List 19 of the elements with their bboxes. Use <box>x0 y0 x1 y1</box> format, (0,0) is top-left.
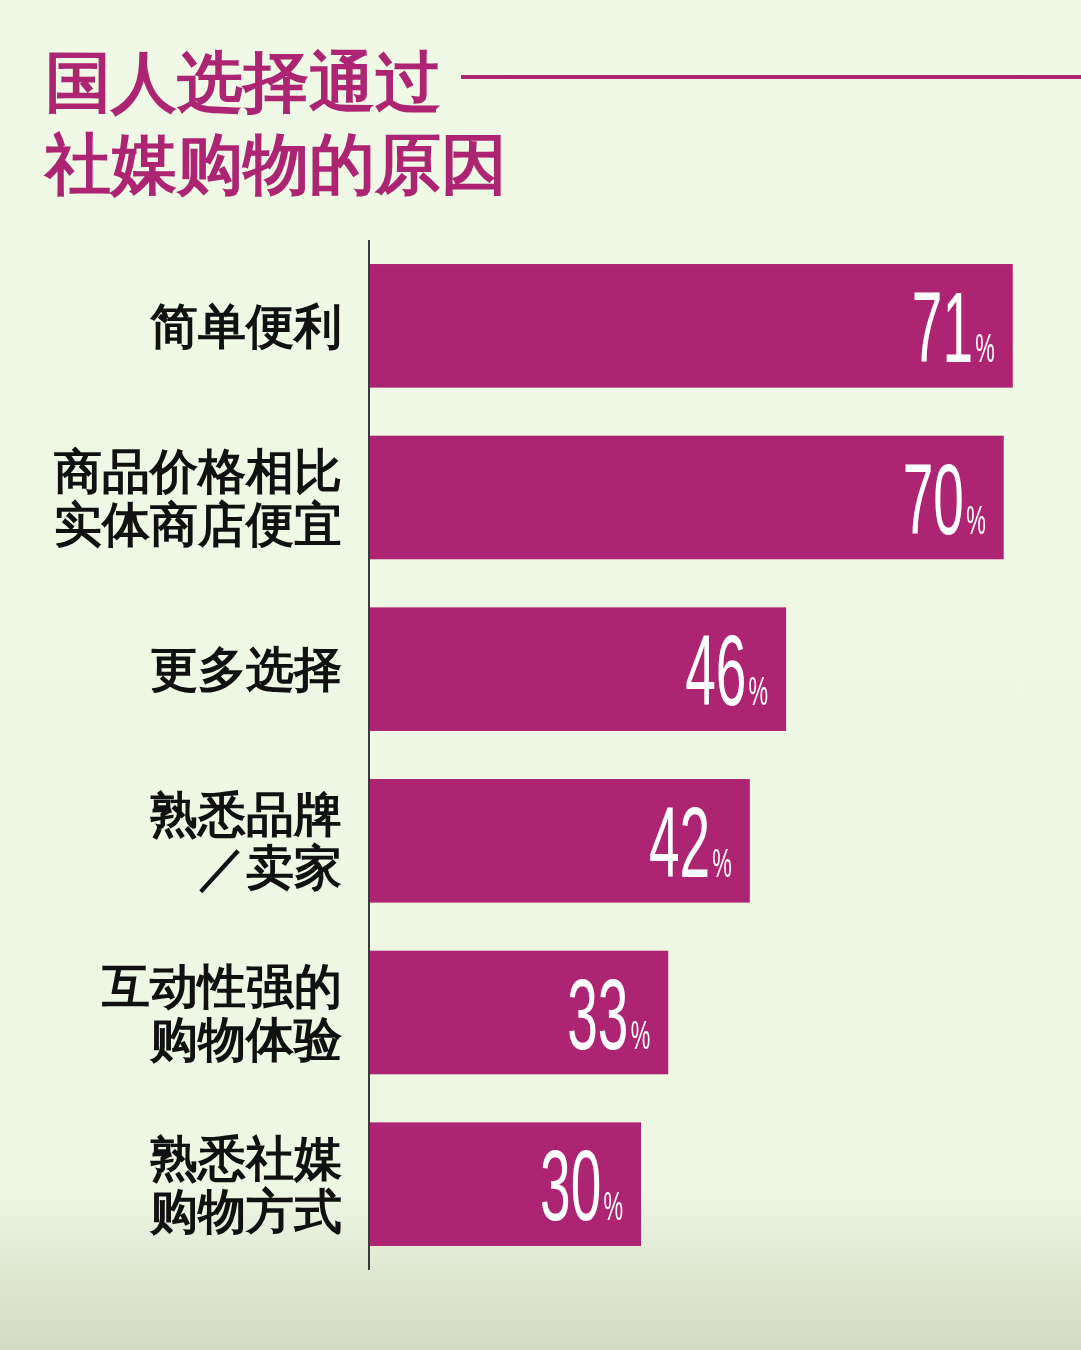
bar <box>369 779 750 903</box>
bar <box>369 435 1004 560</box>
y-tick-label: 互动性强的购物体验 <box>101 960 343 1066</box>
data-label: 71% <box>911 271 995 383</box>
y-tick-label: 更多选择 <box>150 643 342 697</box>
chart-title: 国人选择通过社媒购物的原因 <box>43 45 507 201</box>
data-label: 30% <box>540 1129 624 1242</box>
y-tick-label: 熟悉品牌／卖家 <box>149 788 342 895</box>
data-label: 33% <box>567 958 651 1070</box>
bar <box>369 950 669 1075</box>
y-tick-label: 商品价格相比实体商店便宜 <box>54 445 342 551</box>
bar <box>369 264 1013 388</box>
bar <box>369 1122 642 1246</box>
data-label: 70% <box>902 443 986 555</box>
y-tick-label: 熟悉社媒购物方式 <box>149 1131 342 1238</box>
y-tick-label: 简单便利 <box>149 299 342 353</box>
data-label: 42% <box>648 786 732 898</box>
data-label: 46% <box>685 614 769 727</box>
bar <box>369 607 787 731</box>
